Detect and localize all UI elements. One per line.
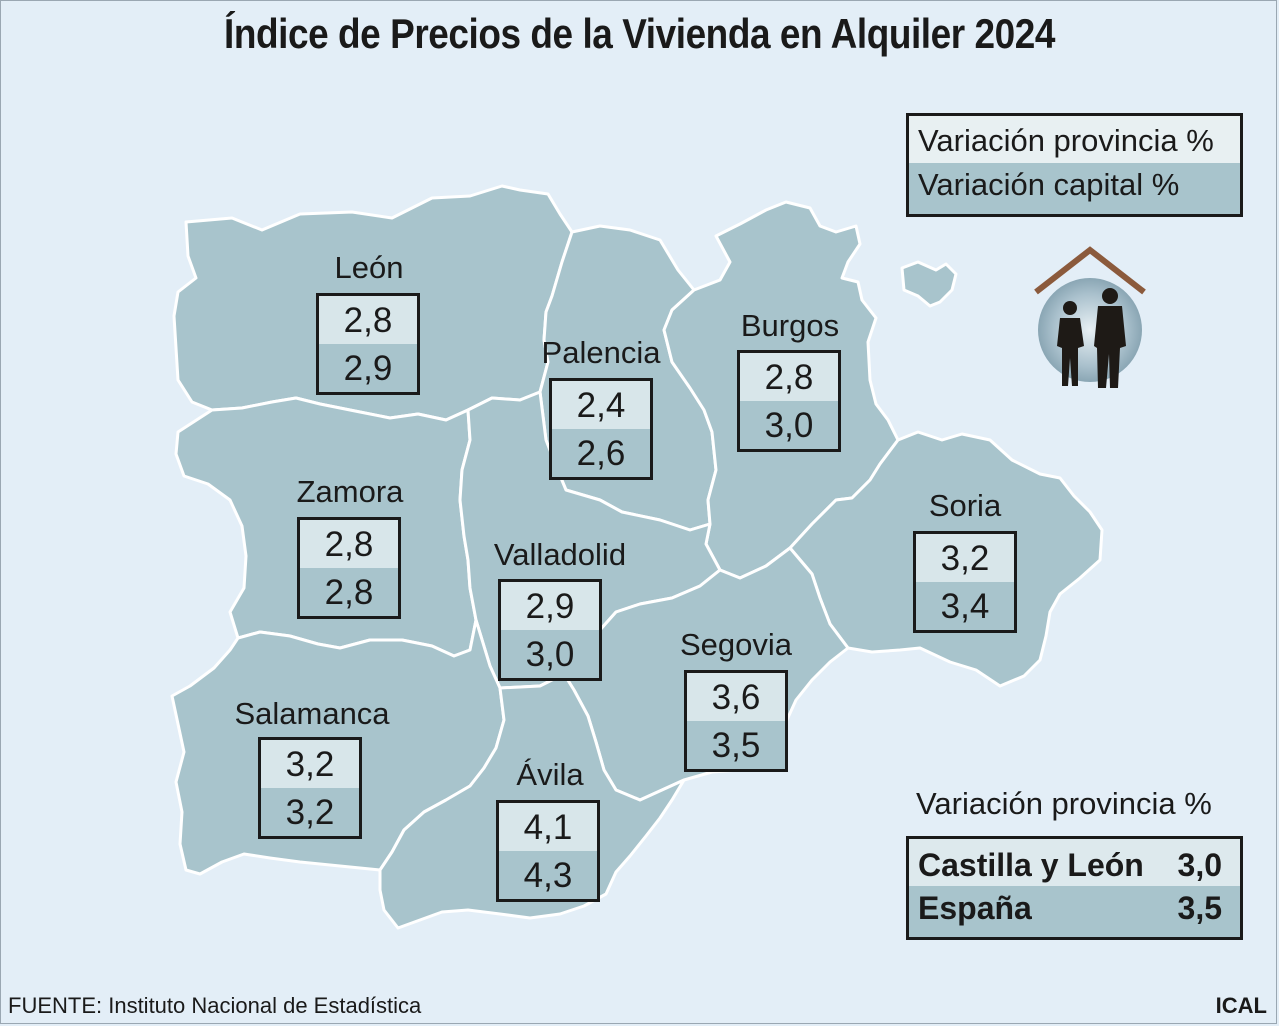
- values-leon: 2,8 2,9: [316, 293, 420, 395]
- values-valladolid: 2,9 3,0: [498, 579, 602, 681]
- label-segovia: Segovia: [679, 627, 793, 662]
- value-provincia: 4,1: [499, 803, 597, 851]
- summary-value: 3,0: [1177, 847, 1222, 883]
- summary-row: España 3,5: [909, 886, 1240, 933]
- value-provincia: 3,6: [687, 673, 785, 721]
- legend-capital: Variación capital %: [918, 167, 1180, 202]
- value-provincia: 2,8: [740, 353, 838, 401]
- summary-value: 3,5: [1177, 890, 1222, 926]
- credit: ICAL: [1215, 993, 1267, 1018]
- label-burgos: Burgos: [740, 308, 840, 343]
- summary-row: Castilla y León 3,0: [909, 839, 1240, 886]
- region-burgos-enclave: [900, 260, 958, 308]
- values-burgos: 2,8 3,0: [737, 350, 841, 452]
- value-capital: 3,4: [940, 587, 990, 626]
- value-provincia: 2,8: [319, 296, 417, 344]
- summary-box: Castilla y León 3,0 España 3,5: [906, 836, 1243, 940]
- label-palencia: Palencia: [541, 335, 661, 370]
- source-note: FUENTE: Instituto Nacional de Estadístic…: [8, 993, 422, 1018]
- label-leon: León: [334, 250, 404, 285]
- values-segovia: 3,6 3,5: [684, 670, 788, 772]
- value-capital: 3,0: [525, 635, 575, 674]
- values-salamanca: 3,2 3,2: [258, 737, 362, 839]
- summary-label: España: [918, 890, 1032, 926]
- label-zamora: Zamora: [296, 474, 404, 509]
- value-capital: 2,6: [576, 434, 626, 473]
- summary-title: Variación provincia %: [916, 786, 1212, 821]
- value-provincia: 2,8: [300, 520, 398, 568]
- value-capital: 3,2: [285, 793, 335, 832]
- value-capital: 2,9: [343, 349, 393, 388]
- value-capital: 2,8: [324, 573, 374, 612]
- legend: Variación provincia % Variación capital …: [906, 113, 1243, 217]
- family-home-icon: [1034, 246, 1146, 388]
- value-provincia: 3,2: [916, 534, 1014, 582]
- value-provincia: 3,2: [261, 740, 359, 788]
- page-title: Índice de Precios de la Vivienda en Alqu…: [224, 10, 1055, 57]
- label-soria: Soria: [928, 488, 1002, 523]
- label-salamanca: Salamanca: [234, 696, 390, 731]
- label-valladolid: Valladolid: [493, 537, 627, 572]
- values-avila: 4,1 4,3: [496, 800, 600, 902]
- values-palencia: 2,4 2,6: [549, 378, 653, 480]
- summary-label: Castilla y León: [918, 847, 1144, 883]
- values-soria: 3,2 3,4: [913, 531, 1017, 633]
- value-capital: 3,5: [711, 726, 761, 765]
- value-provincia: 2,4: [552, 381, 650, 429]
- value-capital: 3,0: [764, 406, 814, 445]
- legend-provincia: Variación provincia %: [909, 116, 1240, 163]
- label-avila: Ávila: [516, 757, 584, 792]
- values-zamora: 2,8 2,8: [297, 517, 401, 619]
- value-provincia: 2,9: [501, 582, 599, 630]
- value-capital: 4,3: [523, 856, 573, 895]
